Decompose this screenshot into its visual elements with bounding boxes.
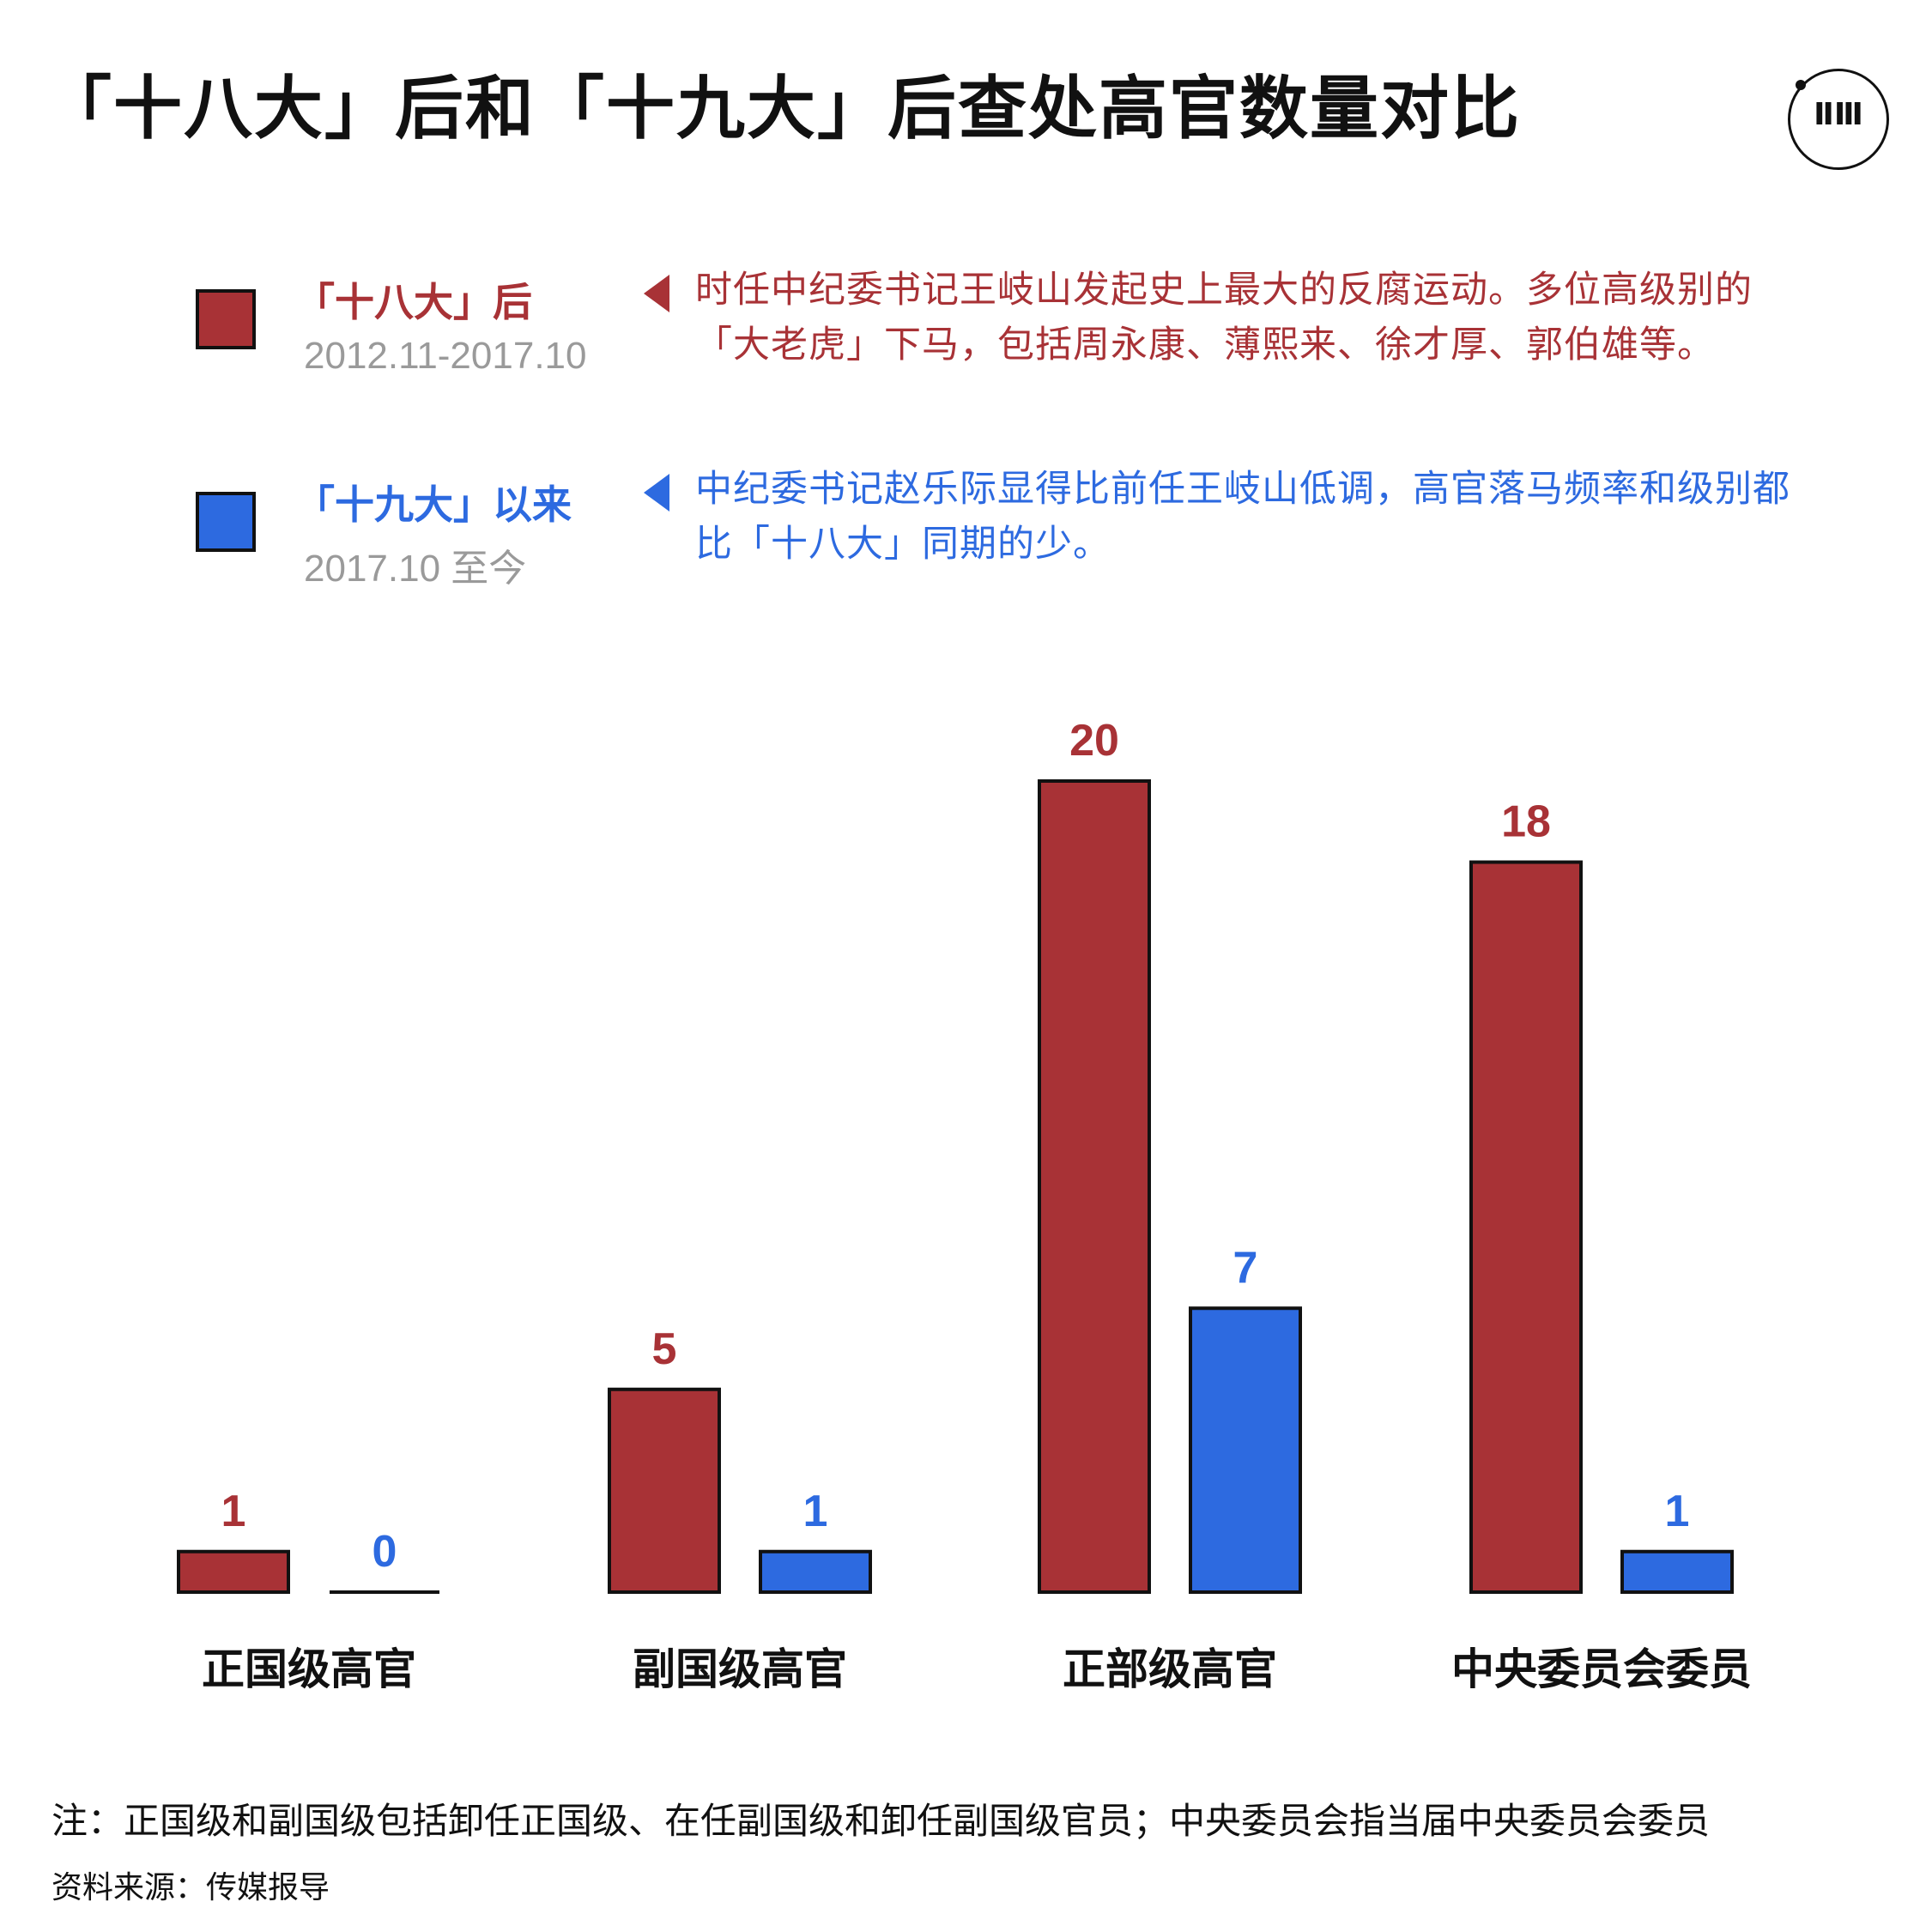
bar-19th-1: [759, 1549, 872, 1594]
legend-description-18th: 时任中纪委书记王岐山发起史上最大的反腐运动。多位高级别的「大老虎」下马，包括周永…: [695, 269, 1753, 366]
legend-date-19th: 2017.10 至今: [304, 548, 527, 590]
category-label-0: 正国级高官: [202, 1644, 416, 1694]
bar-19th-3: [1620, 1549, 1734, 1594]
legend-label-19th: 「十九大」以来: [295, 481, 572, 528]
value-label-18th-0: 1: [221, 1487, 246, 1536]
value-label-18th-1: 5: [652, 1324, 677, 1374]
bar-18th-1: [608, 1387, 721, 1594]
category-label-1: 副国级高官: [633, 1644, 847, 1694]
bar-18th-0: [177, 1549, 290, 1594]
legend-swatch-19th: [196, 492, 256, 552]
legend-date-18th: 2012.11-2017.10: [304, 335, 587, 377]
legend-label-18th: 「十八大」后: [295, 279, 532, 325]
value-label-19th-2: 7: [1233, 1243, 1258, 1293]
logo-dot-icon: [1796, 80, 1806, 90]
source-note: 资料来源：传媒报导: [51, 1870, 330, 1905]
category-label-2: 正部级高官: [1063, 1644, 1277, 1694]
legend-swatch-18th: [196, 289, 256, 349]
bar-18th-3: [1469, 860, 1583, 1594]
publisher-logo: ⅡⅢ: [1788, 69, 1889, 170]
legend-arrow-19th-icon: [644, 474, 669, 512]
value-label-19th-3: 1: [1665, 1487, 1690, 1536]
footnote: 注：正国级和副国级包括卸任正国级、在任副国级和卸任副国级官员；中央委员会指当届中…: [51, 1800, 1711, 1842]
legend-arrow-18th-icon: [644, 275, 669, 312]
logo-text: ⅡⅢ: [1814, 97, 1863, 132]
value-label-19th-0: 0: [372, 1527, 397, 1577]
value-label-18th-3: 18: [1501, 797, 1551, 847]
bar-19th-2: [1189, 1306, 1302, 1594]
chart-title: 「十八大」后和「十九大」后查处高官数量对比: [43, 69, 1521, 148]
value-label-18th-2: 20: [1069, 716, 1119, 766]
value-label-19th-1: 1: [803, 1487, 828, 1536]
legend-description-19th: 中纪委书记赵乐际显得比前任王岐山低调，高官落马频率和级别都比「十八大」同期的少。: [695, 468, 1790, 566]
bar-18th-2: [1038, 779, 1151, 1594]
category-label-3: 中央委员会委员: [1451, 1644, 1752, 1694]
